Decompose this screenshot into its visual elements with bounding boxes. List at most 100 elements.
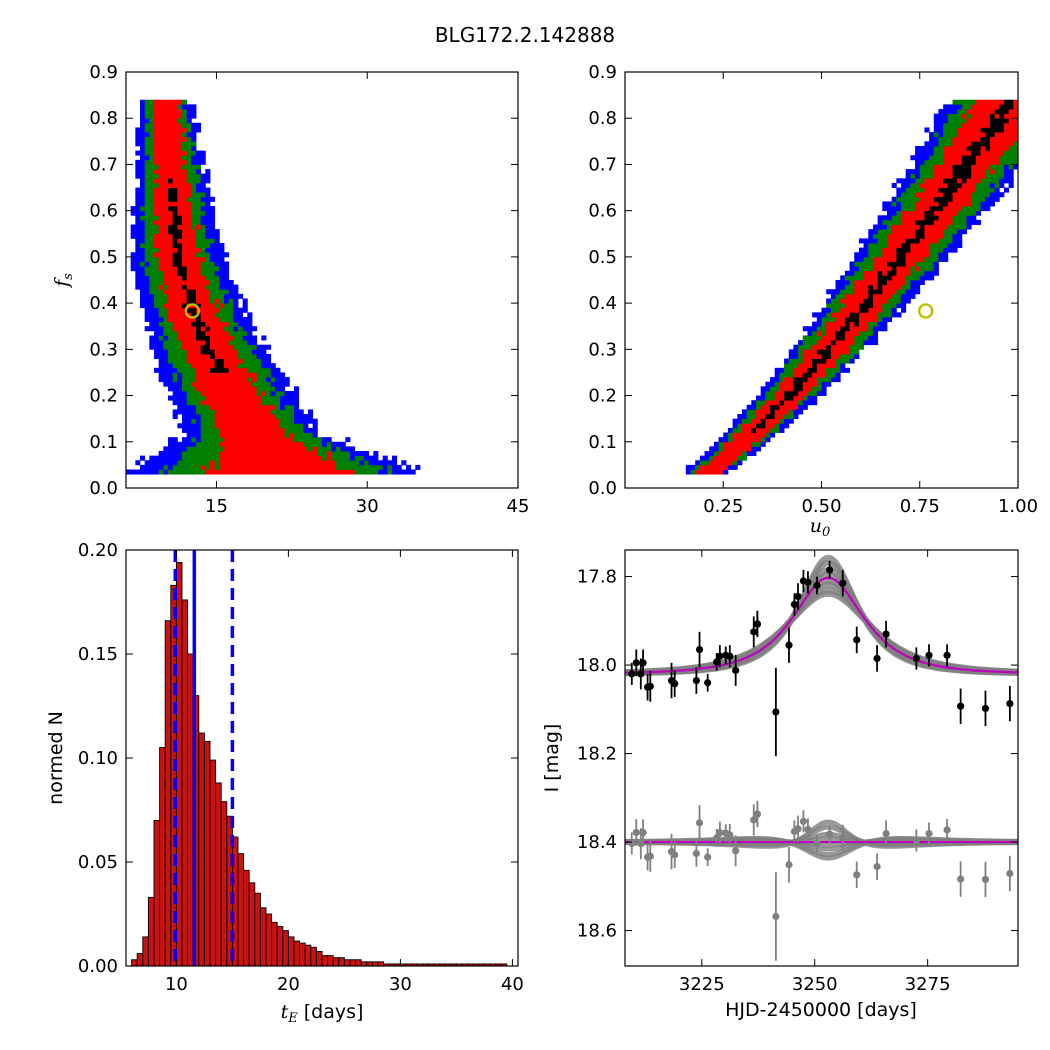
p1-cell [163,178,169,184]
p1-cell [205,270,211,276]
p2-cell [849,349,855,355]
p2-cell [704,464,710,470]
p2-cell [863,303,869,309]
p2-cell [961,132,967,138]
residual-point [839,834,847,842]
p1-cell [140,182,146,188]
p1-cell [186,224,192,230]
p2-cell [872,284,879,290]
p1-cell [205,280,211,286]
p1-cell [303,464,309,470]
p2-cell [840,303,846,309]
p1-cell [168,312,174,318]
p2-cell [961,127,967,133]
p1-cell [191,201,197,207]
p2-cell [695,464,701,470]
p1-cell [140,298,146,304]
p1-cell [163,446,169,452]
p2-cell [887,243,893,249]
p2-cell [929,132,935,138]
p1-cell [252,386,258,392]
p2-cell [737,446,743,452]
p1-cell [210,321,216,327]
p2-cell [938,159,944,165]
p2-cell [849,270,855,276]
p1-cell [158,141,164,147]
p1-cell [140,196,146,202]
p1-cell [242,446,248,452]
p1-cell [289,427,295,433]
p1-cell [410,469,416,475]
p2-cell [882,316,888,322]
p2-cell [919,266,925,272]
p1-cell [210,363,216,369]
p2-cell [872,280,879,286]
p1-cell [186,446,192,452]
p2-cell [844,358,850,364]
p2-cell [896,206,902,212]
p1-cell [158,256,164,262]
p1-cell [172,136,178,142]
p1-cell [140,303,146,309]
p2-cell [840,293,846,299]
p1-cell [275,395,281,401]
p2-cell [737,455,743,461]
p1-cell [182,187,188,193]
p2-cell [905,284,911,290]
p1-cell [270,409,276,415]
p1-cell [270,464,276,470]
p1-cell [214,293,220,299]
p2-cell [1003,141,1010,147]
p1-cell [252,418,258,424]
p1-cell [191,192,197,198]
histogram-bar [248,882,256,967]
p1-cell [200,414,206,420]
p1-cell [200,159,206,165]
p2-axes: 0.25 0.50 0.75 1.000.00.10.20.30.40.50.60.7… [588,62,1038,517]
p1-cell [214,460,220,466]
p2-cell [929,266,935,272]
p2-cell [844,307,850,313]
p2-cell [887,215,893,221]
p1-cell [196,289,202,295]
p2-cell [788,358,794,364]
p1-cell [172,113,178,119]
p1-cell [224,432,230,438]
p1-cell [214,409,220,415]
p2-cell [952,104,958,110]
p1-cell [294,414,300,420]
p1-cell [140,122,146,128]
p2-cell [938,187,944,193]
p1-cell [144,136,150,142]
p1-cell [266,344,272,350]
p1-cell [238,400,244,406]
p2-cell [699,460,705,466]
p2-cell [980,122,986,128]
p2-cell [905,169,911,175]
p2-cell [1008,178,1014,184]
p2-cell [975,132,981,138]
p2-cell [854,326,860,332]
p1-cell [364,464,370,470]
p2-cell [957,173,963,179]
p1-cell [177,275,183,281]
p1-cell [191,395,197,401]
p1-cell [396,469,402,475]
p2-cell [975,141,981,147]
p1-cell [205,455,211,461]
p1-cell [144,201,150,207]
residual-envelope-curve [625,819,1018,849]
p1-cell [224,252,230,258]
p1-cell [270,451,276,457]
p1-cell [219,266,225,272]
p1-cell [210,219,216,225]
p1-cell [172,400,178,406]
p1-cell [392,455,398,461]
p1-cell [205,178,211,184]
p2-cell [901,219,907,225]
p2-cell [840,312,846,318]
p2-cell [760,441,766,447]
p2-cell [896,289,902,295]
p2-cell [802,372,808,378]
p1-cell [168,173,174,179]
